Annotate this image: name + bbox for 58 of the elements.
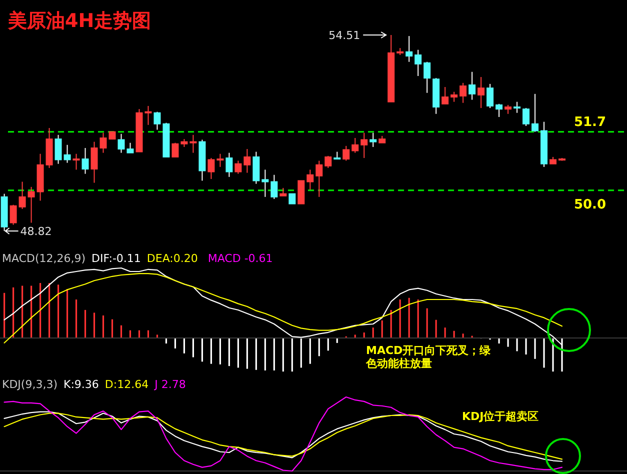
candlestick <box>406 36 413 62</box>
candlestick <box>424 61 431 94</box>
candlestick <box>118 133 125 154</box>
candlestick <box>496 103 503 118</box>
candlestick <box>532 93 539 132</box>
annotation: 48.82 <box>20 225 52 238</box>
series-label: DEA:0.20 <box>146 252 198 265</box>
candlestick <box>360 132 368 158</box>
text: D:12.64 <box>104 378 149 391</box>
candlestick <box>352 137 359 154</box>
series-label: DIF:-0.11 <box>92 252 141 265</box>
candlestick <box>514 101 521 114</box>
candlestick <box>468 71 476 100</box>
candlestick <box>450 91 458 102</box>
chart-title: 美原油4H走势图 <box>7 10 152 32</box>
annotation: 54.51 <box>328 29 360 42</box>
candlestick <box>478 76 485 109</box>
ref-line-label: 51.7 <box>574 114 606 130</box>
candlestick <box>234 160 242 174</box>
candlestick <box>298 180 305 204</box>
candlestick <box>324 155 332 168</box>
chart-title: KDJ(9,3,3) <box>2 378 58 391</box>
candlestick <box>172 142 179 158</box>
candlestick <box>82 147 89 174</box>
candlestick <box>442 86 449 104</box>
candlestick <box>252 151 260 184</box>
candlestick <box>208 157 215 180</box>
candlestick <box>154 111 161 130</box>
candlestick <box>270 174 278 200</box>
candlestick <box>54 134 62 164</box>
candlestick <box>522 108 530 126</box>
candlestick <box>190 134 197 154</box>
candlestick <box>370 132 377 148</box>
candlestick <box>18 181 26 210</box>
candlestick <box>460 82 467 104</box>
series-label: J 2.78 <box>154 378 186 391</box>
candlestick <box>244 148 251 174</box>
candlestick <box>262 169 269 198</box>
text: MACD -0.61 <box>208 252 273 265</box>
candlestick <box>486 83 494 109</box>
candlestick <box>28 186 35 224</box>
candlestick <box>144 105 152 126</box>
ref-line-label: 50.0 <box>574 197 606 212</box>
candlestick <box>10 204 17 226</box>
candlestick <box>342 145 350 162</box>
annotation: MACD开口向下死叉；绿色动能柱放量 <box>366 344 492 370</box>
candlestick <box>64 144 71 164</box>
candlestick <box>226 152 233 178</box>
candlestick <box>216 153 224 168</box>
candlestick <box>414 49 422 76</box>
candlestick <box>126 142 134 154</box>
candlestick <box>288 193 296 204</box>
candlestick <box>72 153 80 170</box>
chart-title: MACD(12,26,9) <box>2 252 86 265</box>
candlestick <box>316 160 323 198</box>
annotation: KDJ位于超卖区 <box>462 410 540 423</box>
candlestick <box>306 169 314 190</box>
text: K:9.36 <box>64 378 99 391</box>
